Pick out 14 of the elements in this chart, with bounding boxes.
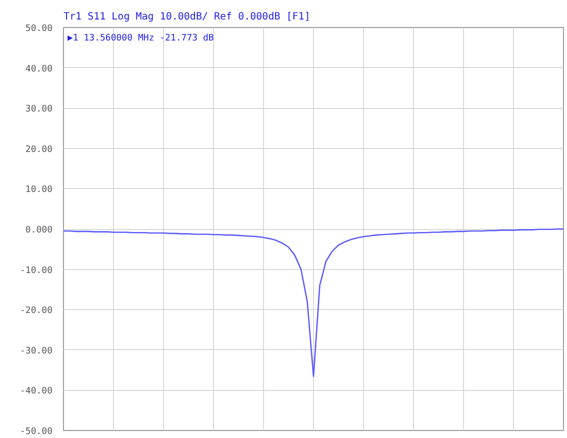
line-series (64, 228, 564, 378)
y-tick-label: 10.00 (25, 185, 52, 196)
y-tick-label: 40.00 (25, 64, 52, 74)
y-tick-label: 0.000 (25, 226, 52, 236)
y-tick-label: -20.00 (20, 306, 53, 316)
y-tick-label: -40.00 (20, 386, 53, 397)
annotation: ▶1 13.560000 MHz -21.773 dB (68, 34, 214, 44)
y-tick-label: 20.00 (25, 144, 52, 155)
y-tick-label: 30.00 (25, 104, 52, 115)
chart-title: Tr1 S11 Log Mag 10.00dB/ Ref 0.000dB [F1] (64, 12, 310, 22)
y-tick-label: -50.00 (20, 427, 53, 437)
y-tick-label: -30.00 (20, 346, 53, 356)
y-tick-label: 50.00 (25, 24, 52, 34)
y-tick-label: -10.00 (20, 266, 53, 276)
